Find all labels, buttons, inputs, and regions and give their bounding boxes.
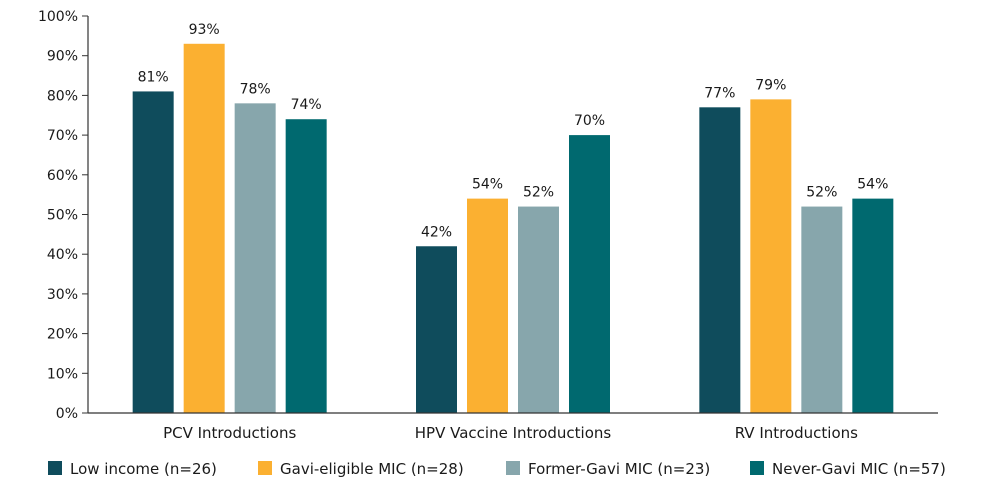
data-labels-group: 81% 93% 78% 74% 42% 54% 52% 70% 77% 79% 52% 54% bbox=[138, 22, 889, 240]
bar-hpv-vaccine-introductions-never-gavi-mic-n-57 bbox=[569, 135, 610, 413]
bar-rv-introductions-low-income-n-26 bbox=[699, 107, 741, 413]
data-label: 79% bbox=[755, 77, 786, 93]
bar-hpv-vaccine-introductions-gavi-eligible-mic-n-28 bbox=[467, 198, 508, 413]
y-tick-label: 50% bbox=[47, 208, 78, 224]
data-label: 42% bbox=[421, 224, 452, 240]
legend-swatch-gavi-eligible-mic-n-28 bbox=[258, 461, 272, 475]
x-axis-category-labels: PCV Introductions HPV Vaccine Introductio… bbox=[163, 424, 858, 442]
data-label: 54% bbox=[472, 177, 503, 193]
legend-swatch-former-gavi-mic-n-23 bbox=[506, 461, 520, 475]
legend-label-low-income-n-26: Low income (n=26) bbox=[70, 460, 217, 478]
legend-swatch-never-gavi-mic-n-57 bbox=[750, 461, 764, 475]
category-label-hpv-vaccine-introductions: HPV Vaccine Introductions bbox=[415, 424, 612, 442]
y-tick-label: 40% bbox=[47, 247, 78, 263]
y-tick-label: 30% bbox=[47, 287, 78, 303]
legend-label-never-gavi-mic-n-57: Never-Gavi MIC (n=57) bbox=[772, 460, 946, 478]
data-label: 52% bbox=[806, 185, 837, 201]
data-label: 54% bbox=[857, 177, 888, 193]
legend-label-former-gavi-mic-n-23: Former-Gavi MIC (n=23) bbox=[528, 460, 710, 478]
y-tick-label: 100% bbox=[38, 9, 78, 25]
bar-rv-introductions-gavi-eligible-mic-n-28 bbox=[750, 99, 792, 414]
y-tick-label: 60% bbox=[47, 168, 78, 184]
bar-pcv-introductions-former-gavi-mic-n-23 bbox=[234, 103, 276, 413]
y-tick-label: 80% bbox=[47, 88, 78, 104]
bar-pcv-introductions-low-income-n-26 bbox=[132, 91, 174, 414]
category-label-rv-introductions: RV Introductions bbox=[735, 424, 858, 442]
bar-hpv-vaccine-introductions-former-gavi-mic-n-23 bbox=[518, 206, 559, 413]
bars-group bbox=[132, 43, 894, 414]
legend-swatch-low-income-n-26 bbox=[48, 461, 62, 475]
legend-label-gavi-eligible-mic-n-28: Gavi-eligible MIC (n=28) bbox=[280, 460, 464, 478]
bar-pcv-introductions-gavi-eligible-mic-n-28 bbox=[183, 43, 225, 413]
bar-pcv-introductions-never-gavi-mic-n-57 bbox=[285, 119, 327, 413]
category-label-pcv-introductions: PCV Introductions bbox=[163, 424, 296, 442]
legend: Low income (n=26) Gavi-eligible MIC (n=28… bbox=[48, 460, 946, 478]
bar-rv-introductions-never-gavi-mic-n-57 bbox=[852, 198, 894, 413]
data-label: 81% bbox=[138, 69, 169, 85]
y-tick-label: 20% bbox=[47, 327, 78, 343]
bar-hpv-vaccine-introductions-low-income-n-26 bbox=[416, 246, 457, 413]
y-tick-label: 90% bbox=[47, 49, 78, 65]
y-axis-ticks: 0% 10% 20% 30% 40% 50% 60% 70% 80% 90% 100% bbox=[38, 9, 88, 422]
data-label: 52% bbox=[523, 185, 554, 201]
data-label: 70% bbox=[574, 113, 605, 129]
data-label: 77% bbox=[704, 85, 735, 101]
y-tick-label: 10% bbox=[47, 366, 78, 382]
y-tick-label: 0% bbox=[56, 406, 78, 422]
data-label: 93% bbox=[189, 22, 220, 38]
data-label: 74% bbox=[291, 97, 322, 113]
bar-rv-introductions-former-gavi-mic-n-23 bbox=[801, 206, 843, 413]
data-label: 78% bbox=[240, 81, 271, 97]
axes-group bbox=[87, 16, 938, 414]
y-tick-label: 70% bbox=[47, 128, 78, 144]
